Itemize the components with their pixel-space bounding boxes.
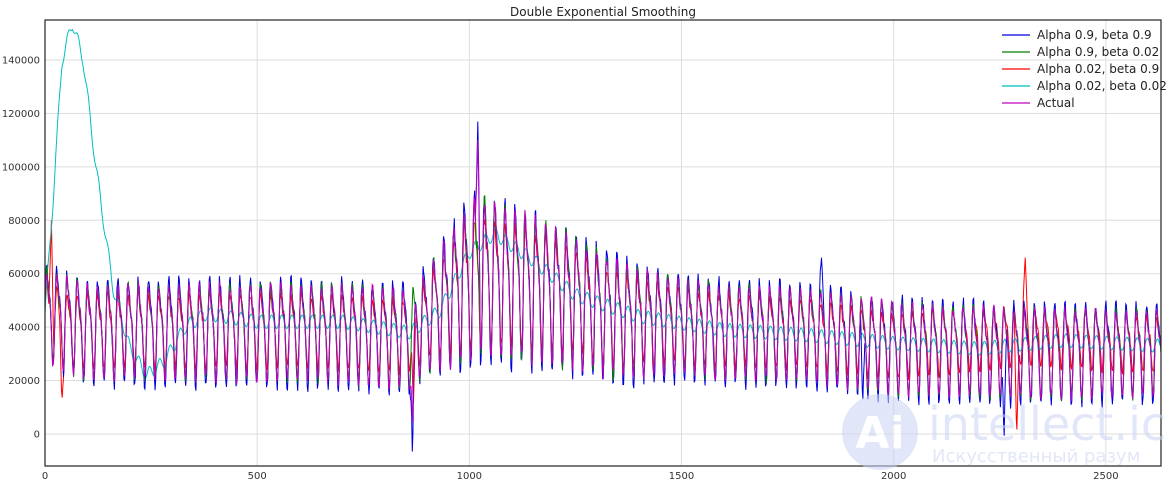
series-line-4 <box>44 28 1162 380</box>
legend-label: Alpha 0.9, beta 0.9 <box>1037 28 1152 42</box>
grid <box>44 20 1161 466</box>
x-tick-label: 500 <box>248 471 267 482</box>
watermark-brand: intellect.icu <box>928 397 1168 451</box>
watermark: Ai intellect.icu Искусственный разум <box>842 394 1168 470</box>
watermark-tagline: Искусственный разум <box>932 446 1140 467</box>
y-tick-label: 60000 <box>8 269 40 280</box>
axis-ticks: 0 500 1000 1500 2000 2500 0 20000 40000 60000 8000… <box>2 56 1119 482</box>
plot-frame <box>44 19 1162 467</box>
legend-label: Actual <box>1037 96 1075 110</box>
legend: Alpha 0.9, beta 0.9 Alpha 0.9, beta 0.02 A… <box>1002 28 1167 110</box>
legend-label: Alpha 0.9, beta 0.02 <box>1037 45 1159 59</box>
y-tick-label: 40000 <box>8 323 40 334</box>
y-tick-label: 0 <box>34 429 40 440</box>
legend-label: Alpha 0.02, beta 0.9 <box>1037 62 1159 76</box>
legend-label: Alpha 0.02, beta 0.02 <box>1037 79 1167 93</box>
y-tick-label: 140000 <box>2 56 40 67</box>
x-tick-label: 2500 <box>1093 471 1118 482</box>
x-tick-label: 1500 <box>669 471 694 482</box>
x-tick-label: 0 <box>42 471 48 482</box>
x-tick-label: 1000 <box>457 471 482 482</box>
y-tick-label: 100000 <box>2 162 40 173</box>
series-layer <box>44 28 1162 452</box>
chart-title: Double Exponential Smoothing <box>510 5 696 19</box>
watermark-logo <box>842 394 918 470</box>
y-tick-label: 80000 <box>8 216 40 227</box>
y-tick-label: 120000 <box>2 109 40 120</box>
watermark-logo-letters: Ai <box>855 408 904 459</box>
x-tick-label: 2000 <box>881 471 906 482</box>
series-line-5 <box>44 140 1162 423</box>
y-tick-label: 20000 <box>8 376 40 387</box>
